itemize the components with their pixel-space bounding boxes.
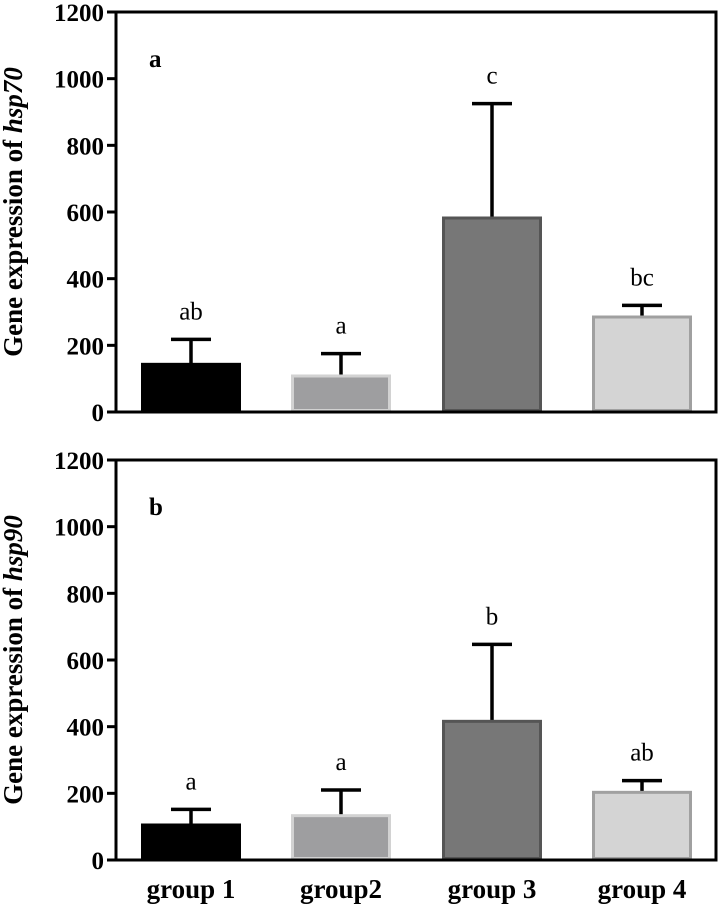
y-axis-title-prefix: Gene expression of: [0, 133, 28, 357]
significance-label: a: [335, 749, 346, 776]
y-axis-title: Gene expression of hsp70: [0, 67, 28, 357]
y-axis-title-gene: hsp70: [0, 67, 28, 134]
y-tick-label: 0: [92, 848, 105, 875]
bar: [141, 362, 241, 413]
y-tick-label: 400: [67, 715, 105, 742]
category-label: group 3: [448, 874, 537, 904]
chart-panel-a: 0 200 400 600 800 1000 1200 Gene expression of …: [0, 0, 718, 427]
y-axis-title-prefix: Gene expression of: [0, 581, 28, 805]
significance-label: b: [486, 603, 499, 630]
bar: [592, 315, 692, 412]
bar: [141, 823, 241, 860]
panel-label: b: [149, 494, 163, 521]
category-label: group 1: [147, 874, 236, 904]
y-axis-title-gene: hsp90: [0, 515, 28, 582]
category-label: group 4: [598, 874, 687, 904]
significance-label: ab: [179, 298, 203, 325]
y-tick-label: 1200: [54, 0, 104, 27]
significance-label: a: [335, 313, 346, 340]
y-tick-label: 600: [67, 648, 105, 675]
category-label: group2: [300, 874, 382, 904]
bar: [442, 216, 542, 412]
y-tick-label: 1000: [54, 515, 104, 542]
bar: [592, 790, 692, 860]
bar: [291, 374, 391, 412]
bar: [442, 719, 542, 860]
y-tick-label: 0: [92, 400, 105, 427]
significance-label: c: [486, 63, 497, 90]
y-tick-label: 800: [67, 581, 105, 608]
y-tick-label: 200: [67, 781, 105, 808]
y-tick-label: 200: [67, 333, 105, 360]
significance-label: ab: [630, 740, 654, 767]
y-tick-label: 1000: [54, 67, 104, 94]
y-tick-label: 800: [67, 133, 105, 160]
significance-label: a: [185, 768, 196, 795]
bar: [291, 814, 391, 861]
significance-label: bc: [630, 264, 654, 291]
panel-label: a: [149, 46, 162, 73]
y-axis-title: Gene expression of hsp90: [0, 515, 28, 805]
chart-panel-b: 0 200 400 600 800 1000 1200 Gene expression of …: [0, 448, 718, 904]
y-tick-label: 400: [67, 267, 105, 294]
y-tick-label: 600: [67, 200, 105, 227]
y-tick-label: 1200: [54, 448, 104, 475]
